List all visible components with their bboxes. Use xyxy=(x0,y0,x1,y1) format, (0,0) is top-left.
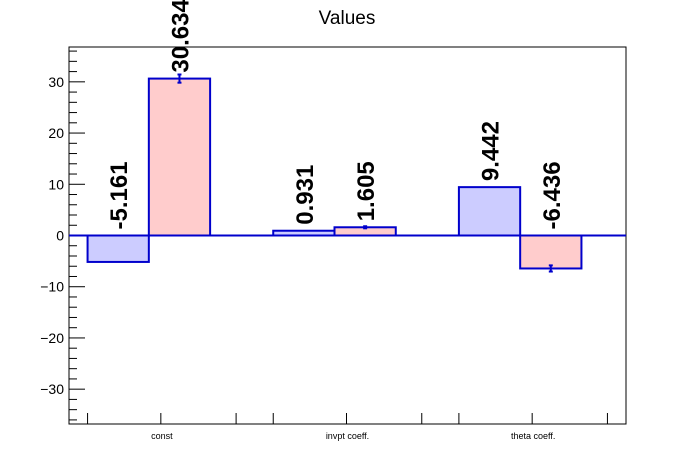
y-axis: −30 −20 −10 0 10 20 30 xyxy=(40,50,85,421)
bar xyxy=(86,234,150,263)
y-tick-label: 20 xyxy=(48,125,64,141)
y-tick-label: 0 xyxy=(56,228,64,244)
data-labels: -5.161 0.931 9.442 30.634 1.605 -6.436 xyxy=(106,0,566,230)
data-label: 9.442 xyxy=(478,121,505,181)
y-tick-label: 10 xyxy=(48,176,64,192)
category-label: invpt coeff. xyxy=(326,431,369,441)
data-label: -6.436 xyxy=(539,161,566,229)
y-tick-label: −30 xyxy=(40,381,64,397)
data-label: 30.634 xyxy=(167,0,194,73)
x-axis: const invpt coeff. theta coeff. xyxy=(87,413,608,441)
bar xyxy=(147,77,212,237)
chart-title: Values xyxy=(319,8,376,29)
bars xyxy=(86,73,583,273)
data-label: 0.931 xyxy=(292,165,319,225)
y-tick-label: −10 xyxy=(40,279,64,295)
y-tick-label: −20 xyxy=(40,330,64,346)
category-label: const xyxy=(151,431,173,441)
y-tick-label: 30 xyxy=(48,74,64,90)
category-label: theta coeff. xyxy=(511,431,555,441)
bar xyxy=(519,234,583,270)
data-label: 1.605 xyxy=(353,161,380,221)
bar xyxy=(457,186,522,237)
data-label: -5.161 xyxy=(106,161,133,229)
